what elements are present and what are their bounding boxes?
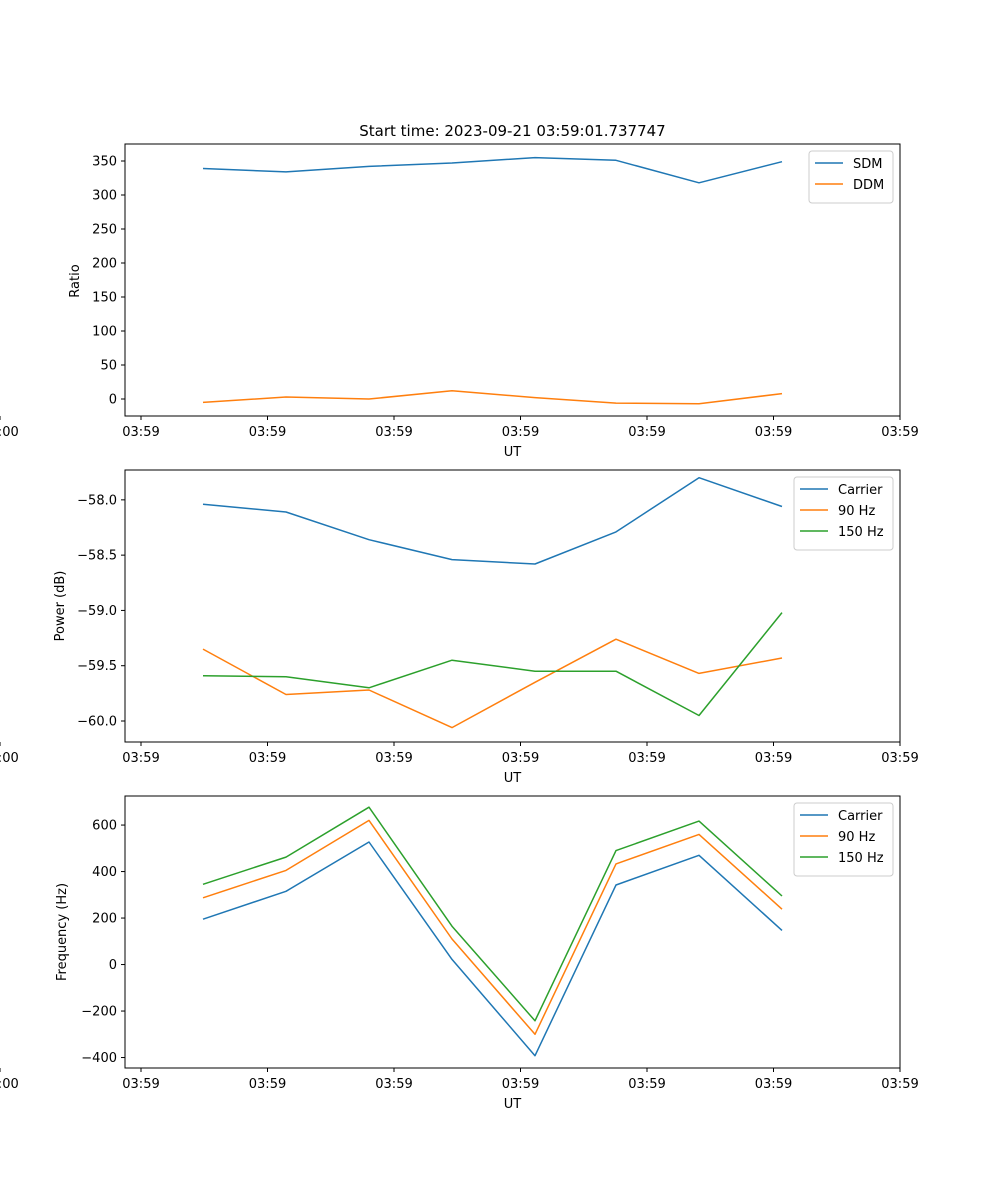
plot-area-frequency: 03:59 03:59 03:59 03:59 03:59 03:59 03:59 04:00… — [0, 795, 919, 1092]
y-tick-label: −400 — [81, 1051, 117, 1066]
series-line-carrier — [202, 476, 783, 565]
x-tick-label: 03:59 — [502, 1077, 539, 1092]
y-tick-label: −58.0 — [77, 493, 117, 508]
x-axis-label: UT — [504, 771, 522, 786]
panel-ratio: Start time: 2023-09-21 03:59:01.737747 0… — [0, 122, 919, 460]
x-tick-label: 03:59 — [502, 751, 539, 766]
x-tick-label: 03:59 — [249, 425, 286, 440]
legend-label: Carrier — [838, 809, 883, 824]
x-tick-label: 03:59 — [755, 751, 792, 766]
legend-label: 150 Hz — [838, 525, 884, 540]
legend-label: 150 Hz — [838, 851, 884, 866]
series-line-150-hz — [202, 612, 783, 717]
x-tick-label: 03:59 — [375, 1077, 412, 1092]
y-axis-label: Power (dB) — [53, 571, 68, 642]
axes-frame — [124, 143, 901, 417]
y-tick-label: −60.0 — [77, 714, 117, 729]
legend-label: Carrier — [838, 483, 883, 498]
panel-frequency: 03:59 03:59 03:59 03:59 03:59 03:59 03:59 04:00… — [0, 795, 919, 1112]
y-tick-label: −59.0 — [77, 604, 117, 619]
x-tick-label: 03:59 — [122, 425, 159, 440]
x-tick-label: 04:00 — [0, 751, 19, 766]
axes-frame — [124, 469, 901, 743]
x-tick-label: 03:59 — [249, 1077, 286, 1092]
y-tick-label: 50 — [100, 359, 117, 374]
x-tick-label: 03:59 — [122, 1077, 159, 1092]
series-line-sdm — [202, 156, 783, 184]
series-line-90-hz — [202, 638, 783, 729]
y-tick-label: 400 — [92, 865, 117, 880]
y-axis-label: Ratio — [68, 264, 83, 297]
x-tick-label: 03:59 — [881, 751, 918, 766]
legend-box — [808, 150, 894, 204]
y-axis-label: Frequency (Hz) — [55, 883, 70, 981]
x-tick-label: 03:59 — [628, 425, 665, 440]
x-tick-label: 03:59 — [502, 425, 539, 440]
legend-label: SDM — [853, 157, 882, 172]
y-tick-label: 0 — [109, 393, 117, 408]
x-tick-label: 03:59 — [249, 751, 286, 766]
series-line-carrier — [202, 841, 783, 1057]
x-tick-label: 03:59 — [755, 425, 792, 440]
y-tick-label: 150 — [92, 291, 117, 306]
x-axis-label: UT — [504, 1097, 522, 1112]
series-line-90-hz — [202, 819, 783, 1036]
series-line-ddm — [202, 390, 783, 405]
x-tick-label: 03:59 — [881, 425, 918, 440]
x-tick-label: 03:59 — [628, 751, 665, 766]
plot-area-power: 03:59 03:59 03:59 03:59 03:59 03:59 03:59 04:00… — [0, 469, 919, 766]
panel-power: 03:59 03:59 03:59 03:59 03:59 03:59 03:59 04:00… — [0, 469, 919, 786]
x-tick-label: 03:59 — [122, 751, 159, 766]
legend-label: 90 Hz — [838, 504, 875, 519]
y-tick-label: 200 — [92, 257, 117, 272]
x-tick-label: 04:00 — [0, 1077, 19, 1092]
y-tick-label: 600 — [92, 819, 117, 834]
x-tick-label: 03:59 — [375, 425, 412, 440]
y-tick-label: 0 — [109, 958, 117, 973]
y-tick-label: 350 — [92, 155, 117, 170]
y-tick-label: −58.5 — [77, 549, 117, 564]
y-tick-label: 250 — [92, 223, 117, 238]
y-tick-label: −200 — [81, 1005, 117, 1020]
y-tick-label: 200 — [92, 912, 117, 927]
plot-area-ratio: 03:59 03:59 03:59 03:59 03:59 03:59 03:59 04:00… — [0, 143, 919, 440]
chart-title: Start time: 2023-09-21 03:59:01.737747 — [359, 122, 665, 140]
x-tick-label: 03:59 — [628, 1077, 665, 1092]
legend-label: DDM — [853, 178, 884, 193]
x-tick-label: 03:59 — [375, 751, 412, 766]
y-tick-label: 300 — [92, 189, 117, 204]
series-line-150-hz — [202, 806, 783, 1022]
legend-label: 90 Hz — [838, 830, 875, 845]
axes-frame — [124, 795, 901, 1069]
y-tick-label: 100 — [92, 325, 117, 340]
x-tick-label: 03:59 — [755, 1077, 792, 1092]
x-axis-label: UT — [504, 445, 522, 460]
x-tick-label: 03:59 — [881, 1077, 918, 1092]
y-tick-label: −59.5 — [77, 659, 117, 674]
x-tick-label: 04:00 — [0, 425, 19, 440]
